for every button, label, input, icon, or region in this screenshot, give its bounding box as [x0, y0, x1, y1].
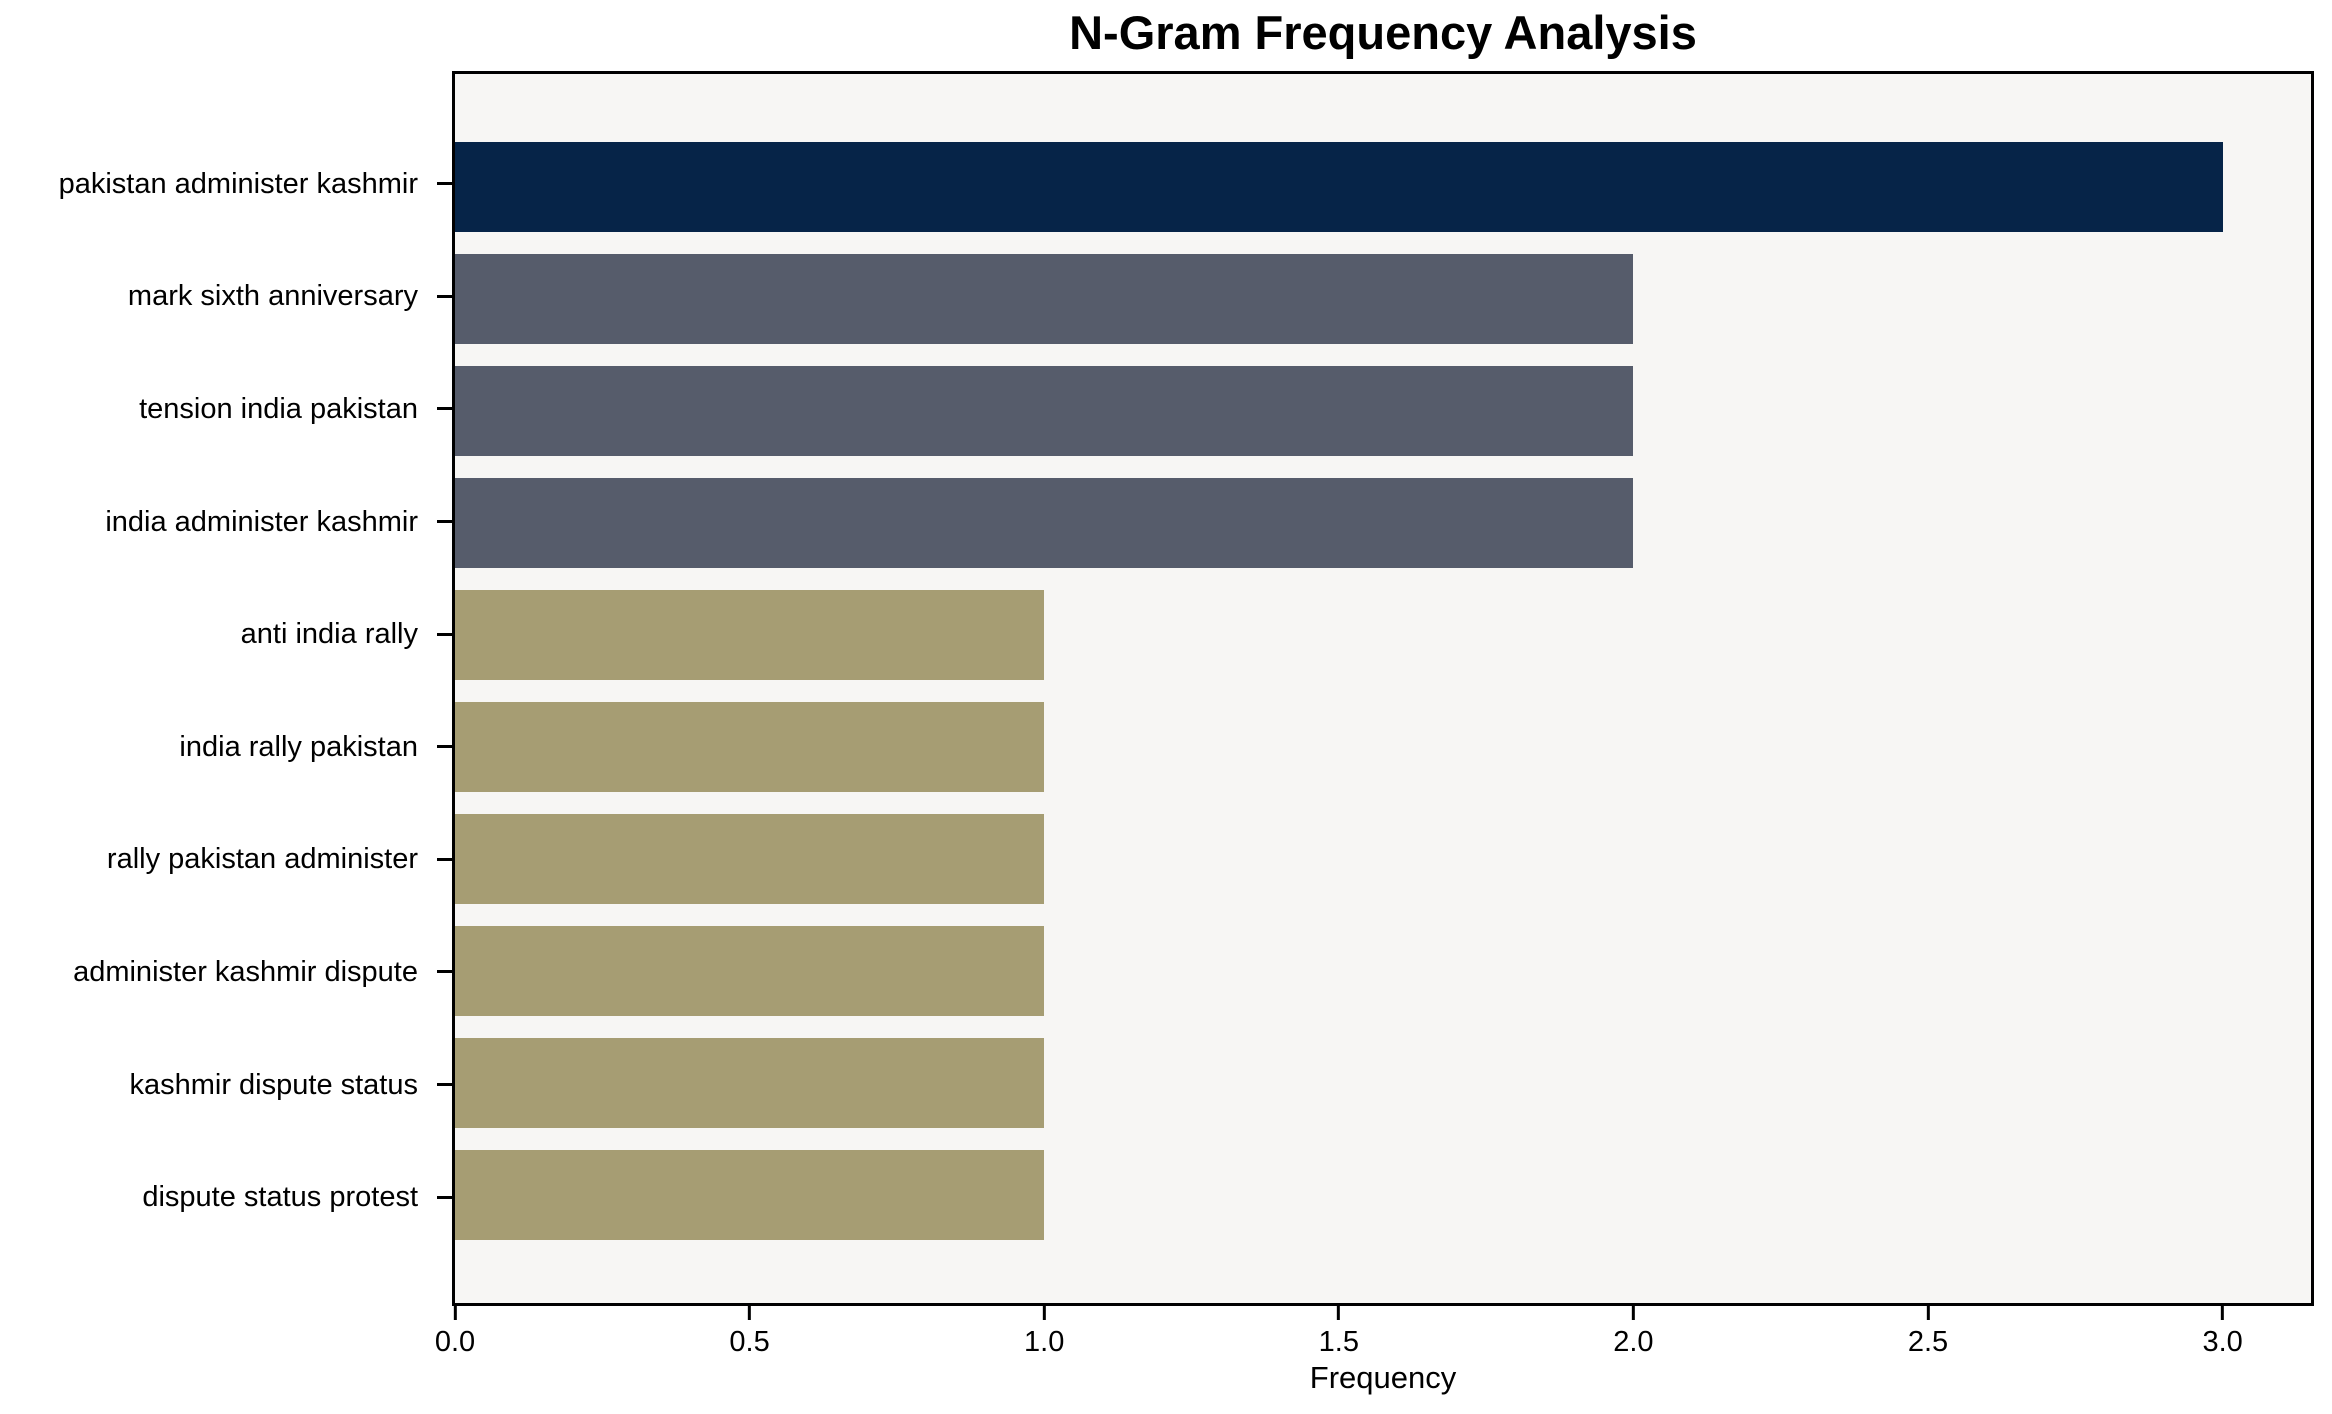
y-tick-label: anti india rally — [240, 618, 418, 651]
x-tick-label: 2.0 — [1613, 1326, 1654, 1358]
y-tick-row: mark sixth anniversary — [0, 241, 452, 354]
x-tick-mark — [1631, 1306, 1635, 1320]
x-tick-mark — [1042, 1306, 1046, 1320]
y-tick-mark — [437, 407, 452, 411]
y-tick-label: mark sixth anniversary — [127, 280, 418, 313]
y-tick-row: anti india rally — [0, 578, 452, 691]
x-tick-label: 2.5 — [1907, 1326, 1949, 1358]
bar-india-rally-pakistan — [455, 702, 1045, 792]
bar-dispute-status-protest — [455, 1150, 1045, 1240]
x-axis-title: Frequency — [1309, 1360, 1457, 1395]
y-tick-mark — [437, 857, 452, 861]
bar-row — [455, 131, 2311, 243]
bar-row — [455, 467, 2311, 579]
x-axis-ticks: 0.0 0.5 1.0 1.5 2.0 2.5 3.0 — [435, 1306, 2311, 1376]
y-tick-label: dispute status protest — [142, 1181, 418, 1214]
y-tick-row: india administer kashmir — [0, 466, 452, 579]
y-tick-label: india administer kashmir — [105, 505, 418, 538]
bar-row — [455, 803, 2311, 915]
bar-administer-kashmir-dispute — [455, 926, 1045, 1016]
y-tick-mark — [437, 520, 452, 524]
x-tick-label: 0.5 — [729, 1326, 770, 1358]
x-tick: 3.0 — [2202, 1306, 2243, 1359]
y-tick-label: tension india pakistan — [139, 392, 418, 425]
x-tick: 0.0 — [435, 1306, 475, 1359]
y-tick-label: kashmir dispute status — [129, 1068, 418, 1101]
bar-row — [455, 691, 2311, 803]
x-tick: 2.0 — [1613, 1306, 1654, 1359]
bar-row — [455, 243, 2311, 355]
plot-area — [452, 71, 2314, 1306]
bar-tension-india-pakistan — [455, 366, 1634, 456]
x-tick-label: 1.0 — [1024, 1326, 1065, 1358]
x-tick-label: 1.5 — [1318, 1326, 1359, 1358]
bar-india-administer-kashmir — [455, 478, 1634, 568]
x-tick-mark — [1926, 1306, 1930, 1320]
y-tick-row: rally pakistan administer — [0, 804, 452, 917]
y-tick-mark — [437, 632, 452, 636]
x-tick-label: 0.0 — [434, 1326, 476, 1358]
bar-row — [455, 1139, 2311, 1251]
y-tick-mark — [437, 745, 452, 749]
bar-pakistan-administer-kashmir — [455, 142, 2223, 232]
chart-title: N-Gram Frequency Analysis — [1069, 6, 1697, 59]
y-tick-mark — [437, 1195, 452, 1199]
bar-kashmir-dispute-status — [455, 1038, 1045, 1128]
y-tick-label: pakistan administer kashmir — [58, 167, 418, 200]
x-tick-mark — [2221, 1306, 2225, 1320]
bar-mark-sixth-anniversary — [455, 254, 1634, 344]
y-axis-labels: pakistan administer kashmir mark sixth an… — [0, 71, 452, 1306]
x-tick: 1.0 — [1024, 1306, 1064, 1359]
x-tick-mark — [453, 1306, 457, 1320]
x-tick: 1.5 — [1319, 1306, 1359, 1359]
x-tick-label: 3.0 — [2202, 1326, 2243, 1358]
y-tick-label: rally pakistan administer — [106, 843, 418, 876]
y-tick-label: india rally pakistan — [179, 730, 418, 763]
x-tick: 2.5 — [1908, 1306, 1948, 1359]
bar-row — [455, 915, 2311, 1027]
x-tick-mark — [748, 1306, 752, 1320]
x-tick: 0.5 — [729, 1306, 770, 1359]
y-tick-mark — [437, 970, 452, 974]
y-tick-row: tension india pakistan — [0, 353, 452, 466]
bar-row — [455, 579, 2311, 691]
y-tick-row: kashmir dispute status — [0, 1029, 452, 1142]
y-tick-row: administer kashmir dispute — [0, 916, 452, 1029]
y-tick-mark — [437, 182, 452, 186]
bar-row — [455, 355, 2311, 467]
bars-container — [455, 74, 2311, 1303]
y-tick-mark — [437, 1083, 452, 1087]
bar-row — [455, 1027, 2311, 1139]
bar-anti-india-rally — [455, 590, 1045, 680]
y-tick-row: dispute status protest — [0, 1141, 452, 1254]
bar-rally-pakistan-administer — [455, 814, 1045, 904]
x-tick-mark — [1337, 1306, 1341, 1320]
y-tick-row: india rally pakistan — [0, 691, 452, 804]
y-tick-row: pakistan administer kashmir — [0, 128, 452, 241]
y-tick-label: administer kashmir dispute — [73, 955, 418, 988]
y-tick-mark — [437, 294, 452, 298]
